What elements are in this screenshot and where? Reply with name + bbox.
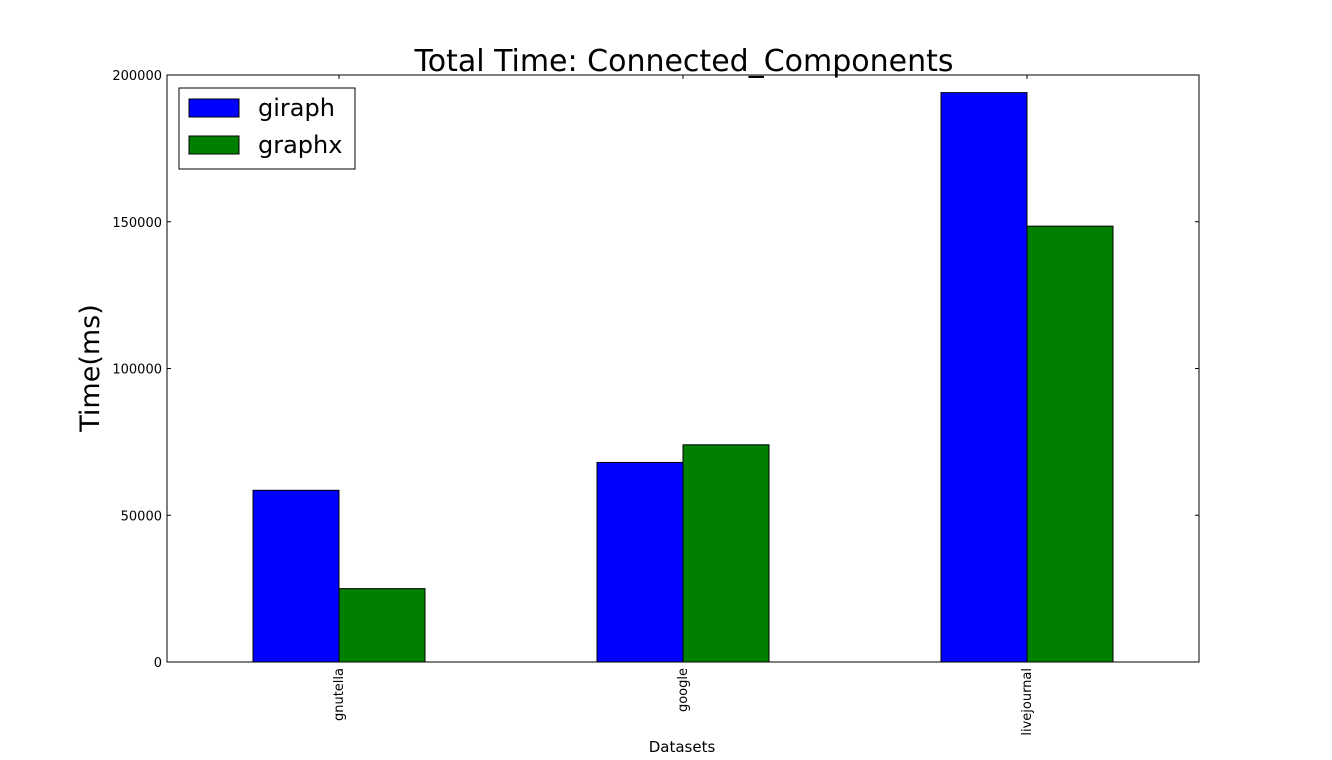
legend-swatch-giraph xyxy=(188,98,240,118)
legend-label-graphx: graphx xyxy=(258,131,342,159)
x-tick-label: livejournal xyxy=(1020,668,1035,736)
bar-giraph-gnutella xyxy=(252,489,340,663)
y-tick-label: 150000 xyxy=(112,216,162,231)
x-axis-label: Datasets xyxy=(649,738,716,756)
y-tick-label: 200000 xyxy=(112,69,162,84)
bar-giraph-google xyxy=(596,461,684,663)
x-tick-label: google xyxy=(676,668,691,712)
x-tick-label: gnutella xyxy=(332,668,347,721)
y-tick-label: 50000 xyxy=(121,509,162,524)
chart-title: Total Time: Connected_Components xyxy=(413,44,953,79)
bar-graphx-google xyxy=(682,444,770,663)
bar-graphx-livejournal xyxy=(1026,225,1114,663)
y-axis-label: Time(ms) xyxy=(75,304,106,433)
legend-swatch-graphx xyxy=(188,135,240,155)
bar-graphx-gnutella xyxy=(338,588,426,663)
bars-layer xyxy=(252,92,1114,663)
plot-area-frame xyxy=(166,74,1200,663)
y-tick-label: 0 xyxy=(154,656,162,671)
y-tick-label: 100000 xyxy=(112,363,162,378)
legend-label-giraph: giraph xyxy=(258,94,335,122)
legend: giraph graphx xyxy=(178,87,356,170)
ticks-layer: gnutella google livejournal 0 50000 100000 150… xyxy=(112,69,1199,736)
bar-giraph-livejournal xyxy=(940,92,1028,663)
